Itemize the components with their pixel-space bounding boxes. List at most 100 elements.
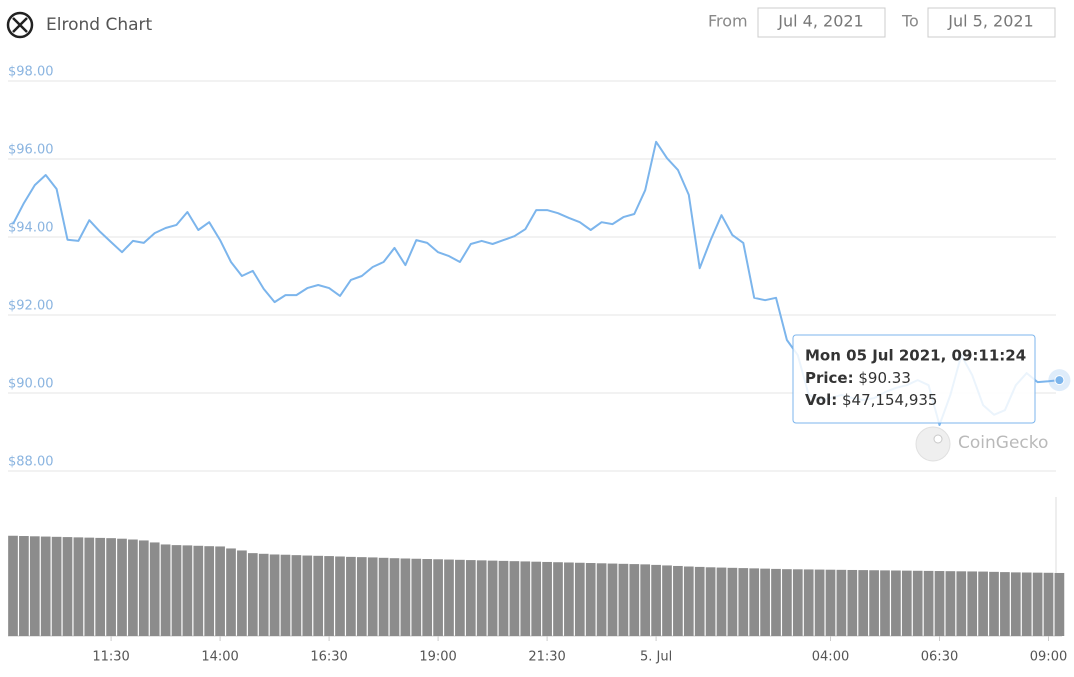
y-tick-label: $98.00 bbox=[8, 65, 54, 80]
to-label: To bbox=[901, 12, 919, 31]
volume-bar bbox=[967, 571, 978, 636]
y-tick-label: $94.00 bbox=[8, 221, 54, 236]
y-tick-label: $96.00 bbox=[8, 143, 54, 158]
volume-bar bbox=[705, 567, 716, 636]
volume-bar bbox=[683, 566, 694, 636]
volume-bar bbox=[574, 562, 585, 636]
volume-bar bbox=[716, 567, 727, 636]
x-tick-label: 21:30 bbox=[528, 650, 565, 665]
volume-bar bbox=[117, 538, 127, 636]
tooltip-vol: Vol: $47,154,935 bbox=[805, 391, 937, 409]
volume-bar bbox=[1032, 572, 1043, 636]
watermark-text: CoinGecko bbox=[958, 433, 1048, 453]
volume-bar bbox=[128, 539, 138, 636]
volume-bar bbox=[411, 558, 422, 636]
volume-bar bbox=[803, 569, 814, 636]
volume-bar bbox=[836, 569, 847, 636]
volume-bar bbox=[487, 560, 498, 636]
tooltip-box bbox=[792, 334, 1036, 424]
volume-bar bbox=[422, 559, 433, 636]
volume-bar bbox=[585, 563, 596, 636]
tooltip: Mon 05 Jul 2021, 09:11:24 Price: $90.33 … bbox=[792, 334, 1036, 424]
volume-bar bbox=[280, 554, 291, 636]
x-tick-label: 04:00 bbox=[812, 650, 849, 665]
tooltip-vol-label: Vol: bbox=[805, 391, 837, 409]
volume-bar bbox=[247, 553, 258, 636]
chart-title: Elrond Chart bbox=[46, 15, 153, 35]
volume-bar bbox=[1021, 572, 1032, 636]
x-tick-label: 09:00 bbox=[1030, 650, 1067, 665]
volume-bar bbox=[651, 564, 661, 636]
volume-bar bbox=[956, 571, 967, 636]
volume-bar bbox=[269, 554, 280, 636]
volume-bar bbox=[520, 561, 531, 636]
tooltip-vol-value: $47,154,935 bbox=[842, 391, 937, 409]
y-tick-label: $90.00 bbox=[8, 377, 54, 392]
volume-bar bbox=[215, 546, 225, 636]
volume-bar bbox=[923, 570, 934, 636]
volume-bar bbox=[367, 557, 378, 636]
volume-bar bbox=[912, 570, 923, 636]
volume-bar bbox=[618, 563, 629, 636]
plot-area: $88.00 $90.00 $92.00 $94.00 $96.00 $98.00 11:3… bbox=[8, 65, 1071, 665]
volume-bar bbox=[258, 553, 269, 636]
volume-bar bbox=[629, 564, 640, 636]
volume-bar bbox=[542, 561, 552, 636]
volume-bar bbox=[226, 548, 236, 636]
volume-bar bbox=[433, 559, 443, 636]
volume-bar bbox=[553, 562, 563, 636]
volume-bar bbox=[444, 559, 454, 636]
x-tick-label: 06:30 bbox=[921, 650, 958, 665]
volume-bar bbox=[531, 561, 542, 636]
volume-bar bbox=[378, 557, 389, 636]
volume-bar bbox=[564, 562, 574, 636]
volume-bar bbox=[640, 564, 651, 636]
volume-bar bbox=[302, 555, 313, 636]
volume-bar bbox=[771, 568, 781, 636]
logo bbox=[6, 11, 34, 39]
volume-bar bbox=[400, 558, 411, 636]
from-input[interactable] bbox=[757, 7, 886, 38]
to-date[interactable]: Jul 5, 2021 bbox=[947, 12, 1033, 31]
volume-bar bbox=[1054, 572, 1065, 636]
volume-bar bbox=[945, 571, 956, 636]
volume-bar bbox=[792, 569, 803, 636]
tooltip-price: Price: $90.33 bbox=[805, 369, 911, 387]
tooltip-title: Mon 05 Jul 2021, 09:11:24 bbox=[805, 347, 1026, 365]
volume-bar bbox=[749, 568, 760, 636]
volume-bar bbox=[891, 570, 901, 636]
volume-bar bbox=[1000, 572, 1010, 636]
volume-bar bbox=[1010, 572, 1021, 636]
volume-bar bbox=[138, 540, 149, 636]
volume-bar bbox=[204, 546, 215, 636]
volume-bar bbox=[313, 555, 324, 636]
volume-bar bbox=[171, 545, 182, 636]
volume-bar bbox=[662, 565, 672, 636]
from-date[interactable]: Jul 4, 2021 bbox=[777, 12, 863, 31]
x-tick-label: 11:30 bbox=[92, 650, 129, 665]
from-label: From bbox=[708, 12, 748, 31]
x-tick-label: 16:30 bbox=[310, 650, 347, 665]
volume-bar bbox=[465, 560, 476, 636]
tooltip-price-label: Price: bbox=[805, 369, 854, 387]
hover-marker bbox=[1054, 375, 1065, 386]
volume-bar bbox=[509, 561, 520, 636]
volume-bar bbox=[847, 569, 858, 636]
volume-bar bbox=[8, 535, 18, 636]
volume-bar bbox=[291, 555, 302, 636]
volume-bar bbox=[389, 558, 400, 636]
volume-bar bbox=[694, 566, 705, 636]
volume-bar bbox=[29, 536, 40, 636]
y-tick-label: $88.00 bbox=[8, 455, 54, 470]
watermark: CoinGecko bbox=[915, 426, 1048, 462]
volume-bar bbox=[498, 560, 509, 636]
volume-bar bbox=[84, 537, 95, 636]
volume-bar bbox=[95, 537, 106, 636]
volume-bar bbox=[934, 571, 945, 636]
volume-bar bbox=[989, 571, 999, 636]
volume-bar bbox=[149, 542, 160, 636]
to-input[interactable] bbox=[927, 7, 1056, 38]
volume-bar bbox=[978, 571, 988, 636]
volume-bar bbox=[814, 569, 825, 636]
